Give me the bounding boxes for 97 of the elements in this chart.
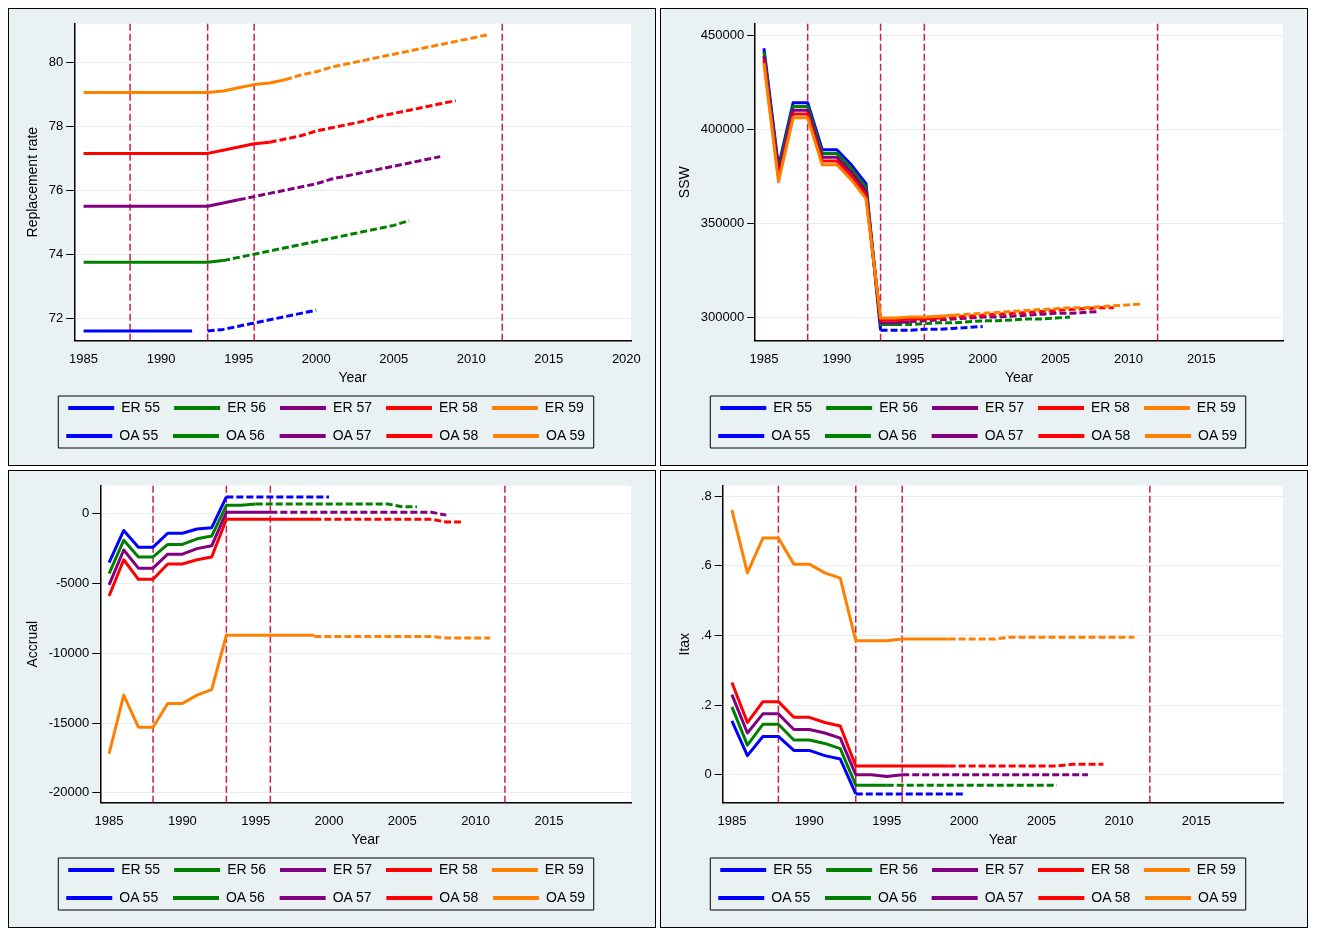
y-tick-label: 74: [48, 245, 64, 261]
y-tick-label: 0: [704, 766, 712, 782]
x-tick-label: 2000: [301, 350, 331, 366]
legend-label: OA 56: [877, 426, 918, 443]
y-tick-label: 72: [48, 309, 64, 325]
y-tick-label: -10000: [48, 644, 90, 660]
legend-label: ER 56: [227, 398, 267, 415]
legend-label: OA 58: [439, 426, 479, 443]
y-tick-label: .6: [700, 557, 712, 573]
x-tick-label: 2005: [1027, 812, 1056, 828]
x-tick-label: 2020: [611, 350, 641, 366]
legend-label: ER 59: [544, 398, 584, 415]
y-tick-label: 76: [48, 181, 64, 197]
legend-label: ER 58: [1090, 398, 1131, 415]
legend-label: OA 58: [439, 888, 479, 905]
y-tick-label: 350000: [700, 214, 745, 230]
legend-label: ER 59: [544, 860, 584, 877]
legend-label: OA 56: [225, 888, 266, 905]
legend-label: ER 55: [773, 398, 813, 415]
y-tick-label: 300000: [700, 308, 745, 324]
y-axis-title: Accrual: [24, 620, 41, 668]
x-tick-label: 2010: [1104, 812, 1134, 828]
x-tick-label: 1985: [749, 350, 779, 366]
legend-label: OA 57: [332, 426, 372, 443]
x-tick-label: 2015: [1181, 812, 1211, 828]
legend-label: ER 57: [985, 398, 1025, 415]
x-tick-label: 2000: [949, 812, 979, 828]
legend-label: ER 58: [438, 398, 479, 415]
x-tick-label: 1995: [224, 350, 254, 366]
x-tick-label: 2010: [456, 350, 486, 366]
line-series: [206, 308, 318, 333]
x-tick-label: 2015: [1186, 350, 1216, 366]
x-tick-label: 2010: [461, 812, 491, 828]
y-tick-label: 80: [48, 53, 64, 69]
legend-label: OA 59: [546, 426, 586, 443]
y-tick-label: 0: [82, 505, 90, 521]
x-tick-label: 2000: [314, 812, 344, 828]
legend-label: ER 55: [121, 398, 161, 415]
x-tick-label: 2005: [1041, 350, 1070, 366]
legend-label: OA 57: [984, 426, 1024, 443]
legend-label: OA 59: [546, 888, 586, 905]
x-tick-label: 2015: [534, 812, 564, 828]
legend-label: ER 57: [985, 860, 1025, 877]
x-axis-title: Year: [988, 831, 1018, 848]
y-axis-title: Replacement rate: [24, 126, 41, 238]
legend-label: OA 57: [332, 888, 372, 905]
legend-label: OA 55: [771, 426, 811, 443]
legend-label: ER 56: [879, 860, 919, 877]
x-tick-label: 1985: [94, 812, 124, 828]
y-tick-label: -20000: [48, 784, 90, 800]
x-tick-label: 1990: [822, 350, 852, 366]
y-tick-label: -15000: [48, 714, 90, 730]
y-tick-label: .4: [700, 627, 712, 643]
x-tick-label: 1985: [69, 350, 99, 366]
x-tick-label: 1995: [241, 812, 271, 828]
x-tick-label: 2005: [387, 812, 417, 828]
x-tick-label: 1990: [794, 812, 824, 828]
x-tick-label: 2015: [534, 350, 564, 366]
x-tick-label: 1990: [146, 350, 176, 366]
legend-label: OA 58: [1091, 426, 1131, 443]
legend-label: OA 59: [1198, 426, 1238, 443]
x-tick-label: 2000: [968, 350, 998, 366]
y-tick-label: 450000: [700, 26, 745, 42]
legend-label: ER 58: [438, 860, 479, 877]
legend-label: ER 56: [227, 860, 267, 877]
legend-label: OA 59: [1198, 888, 1238, 905]
y-tick-label: .8: [700, 487, 712, 503]
legend-label: ER 55: [773, 860, 813, 877]
x-tick-label: 1990: [167, 812, 197, 828]
x-tick-label: 1995: [872, 812, 902, 828]
x-tick-label: 2010: [1113, 350, 1143, 366]
y-axis-title: SSW: [676, 165, 693, 199]
x-axis-title: Year: [351, 831, 381, 848]
legend-label: OA 56: [877, 888, 918, 905]
legend-label: OA 56: [225, 426, 266, 443]
x-tick-label: 1985: [717, 812, 747, 828]
x-tick-label: 1995: [895, 350, 925, 366]
legend-label: ER 56: [879, 398, 919, 415]
legend-label: OA 57: [984, 888, 1024, 905]
legend-label: ER 55: [121, 860, 161, 877]
y-tick-label: -5000: [56, 575, 90, 591]
legend-label: OA 58: [1091, 888, 1131, 905]
legend-label: ER 57: [333, 860, 373, 877]
legend-label: OA 55: [119, 426, 159, 443]
y-axis-title: Itax: [676, 632, 693, 656]
legend-label: ER 59: [1196, 398, 1236, 415]
y-tick-label: 78: [48, 117, 64, 133]
x-axis-title: Year: [1004, 369, 1034, 386]
x-axis-title: Year: [338, 369, 368, 386]
y-tick-label: 400000: [700, 120, 745, 136]
x-tick-label: 2005: [379, 350, 409, 366]
legend-label: ER 59: [1196, 860, 1236, 877]
legend-label: OA 55: [119, 888, 159, 905]
legend-label: ER 58: [1090, 860, 1131, 877]
legend-label: ER 57: [333, 398, 373, 415]
y-tick-label: .2: [700, 696, 712, 712]
legend-label: OA 55: [771, 888, 811, 905]
